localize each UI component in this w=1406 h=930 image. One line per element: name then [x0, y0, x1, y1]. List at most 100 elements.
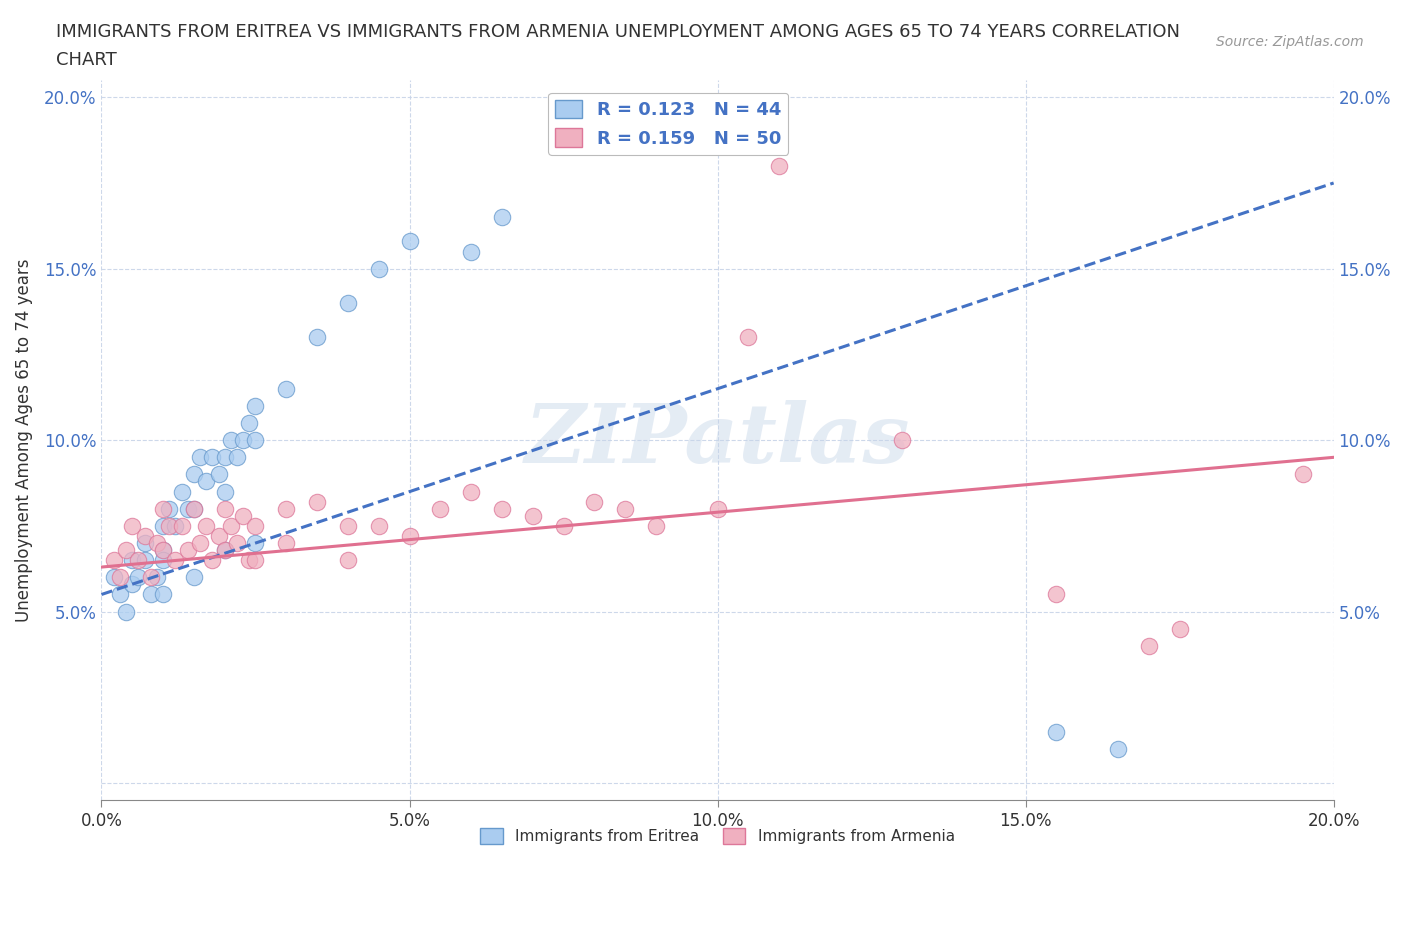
Point	[121, 518, 143, 533]
Text: Source: ZipAtlas.com: Source: ZipAtlas.com	[1216, 35, 1364, 49]
Point	[139, 570, 162, 585]
Point	[152, 518, 174, 533]
Point	[207, 529, 229, 544]
Point	[103, 570, 125, 585]
Text: ZIPatlas: ZIPatlas	[524, 400, 910, 480]
Point	[146, 570, 169, 585]
Point	[134, 536, 156, 551]
Point	[207, 467, 229, 482]
Point	[645, 518, 668, 533]
Point	[460, 244, 482, 259]
Point	[165, 552, 187, 567]
Point	[127, 552, 149, 567]
Point	[139, 587, 162, 602]
Point	[214, 542, 236, 557]
Point	[103, 552, 125, 567]
Point	[146, 536, 169, 551]
Point	[276, 536, 298, 551]
Point	[188, 536, 211, 551]
Point	[336, 518, 359, 533]
Point	[183, 570, 205, 585]
Point	[195, 474, 218, 489]
Point	[1045, 587, 1067, 602]
Point	[583, 495, 606, 510]
Point	[170, 485, 193, 499]
Legend: Immigrants from Eritrea, Immigrants from Armenia: Immigrants from Eritrea, Immigrants from…	[474, 822, 960, 850]
Point	[115, 542, 138, 557]
Point	[214, 485, 236, 499]
Point	[336, 552, 359, 567]
Point	[245, 518, 267, 533]
Point	[108, 570, 131, 585]
Point	[553, 518, 575, 533]
Point	[491, 501, 513, 516]
Point	[737, 330, 759, 345]
Point	[238, 416, 260, 431]
Point	[367, 518, 389, 533]
Point	[226, 536, 249, 551]
Point	[121, 552, 143, 567]
Point	[201, 450, 224, 465]
Point	[307, 495, 329, 510]
Point	[367, 261, 389, 276]
Point	[232, 508, 254, 523]
Y-axis label: Unemployment Among Ages 65 to 74 years: Unemployment Among Ages 65 to 74 years	[15, 259, 32, 622]
Point	[121, 577, 143, 591]
Point	[170, 518, 193, 533]
Point	[183, 467, 205, 482]
Point	[157, 501, 180, 516]
Point	[226, 450, 249, 465]
Point	[177, 542, 200, 557]
Point	[219, 432, 242, 447]
Point	[891, 432, 914, 447]
Point	[183, 501, 205, 516]
Point	[214, 542, 236, 557]
Text: CHART: CHART	[56, 51, 117, 69]
Point	[768, 158, 790, 173]
Point	[276, 501, 298, 516]
Point	[336, 296, 359, 311]
Point	[245, 536, 267, 551]
Point	[307, 330, 329, 345]
Point	[232, 432, 254, 447]
Point	[183, 501, 205, 516]
Point	[157, 518, 180, 533]
Point	[152, 552, 174, 567]
Point	[201, 552, 224, 567]
Point	[245, 398, 267, 413]
Point	[522, 508, 544, 523]
Point	[614, 501, 637, 516]
Point	[706, 501, 728, 516]
Text: IMMIGRANTS FROM ERITREA VS IMMIGRANTS FROM ARMENIA UNEMPLOYMENT AMONG AGES 65 TO: IMMIGRANTS FROM ERITREA VS IMMIGRANTS FR…	[56, 23, 1180, 41]
Point	[152, 542, 174, 557]
Point	[238, 552, 260, 567]
Point	[1168, 621, 1191, 636]
Point	[165, 518, 187, 533]
Point	[491, 210, 513, 225]
Point	[152, 587, 174, 602]
Point	[195, 518, 218, 533]
Point	[1137, 639, 1160, 654]
Point	[152, 501, 174, 516]
Point	[1292, 467, 1315, 482]
Point	[214, 501, 236, 516]
Point	[245, 432, 267, 447]
Point	[134, 552, 156, 567]
Point	[177, 501, 200, 516]
Point	[115, 604, 138, 619]
Point	[1107, 741, 1129, 756]
Point	[188, 450, 211, 465]
Point	[398, 529, 420, 544]
Point	[152, 542, 174, 557]
Point	[108, 587, 131, 602]
Point	[214, 450, 236, 465]
Point	[429, 501, 451, 516]
Point	[1045, 724, 1067, 739]
Point	[134, 529, 156, 544]
Point	[219, 518, 242, 533]
Point	[276, 381, 298, 396]
Point	[127, 570, 149, 585]
Point	[245, 552, 267, 567]
Point	[398, 233, 420, 248]
Point	[460, 485, 482, 499]
